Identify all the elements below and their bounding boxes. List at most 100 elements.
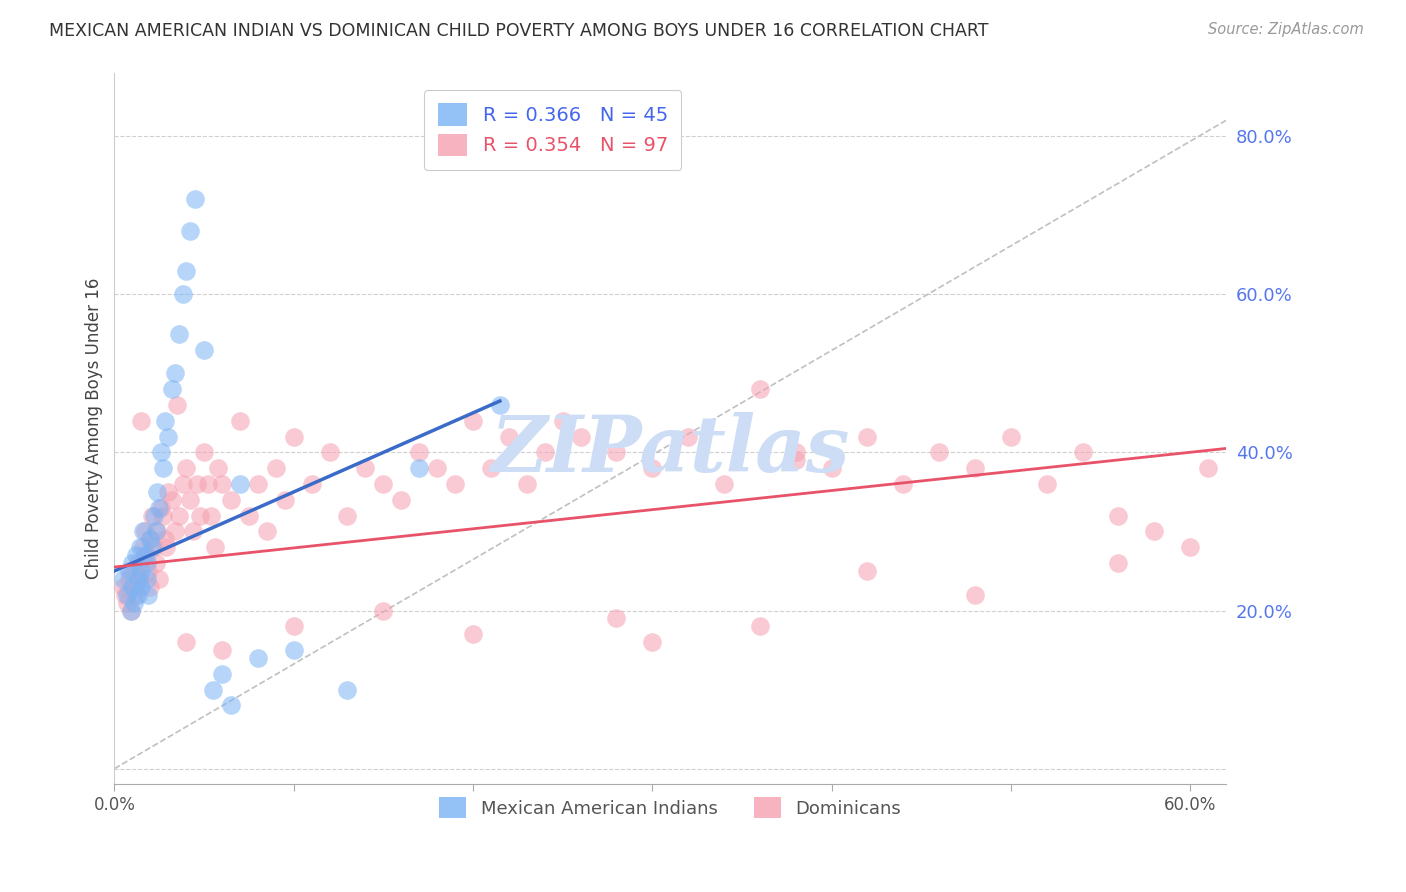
Point [963,461,986,475]
Point [127,572,149,586]
Point [131,414,153,428]
Point [200,508,222,523]
Point [516,477,538,491]
Point [157,485,180,500]
Point [856,564,879,578]
Point [336,682,359,697]
Point [138,588,160,602]
Point [444,477,467,491]
Point [264,461,287,475]
Point [204,541,226,555]
Point [246,477,269,491]
Point [148,500,170,515]
Point [172,477,194,491]
Point [135,556,157,570]
Text: MEXICAN AMERICAN INDIAN VS DOMINICAN CHILD POVERTY AMONG BOYS UNDER 16 CORRELATI: MEXICAN AMERICAN INDIAN VS DOMINICAN CHI… [49,22,988,40]
Point [928,445,950,459]
Point [820,461,842,475]
Point [121,580,143,594]
Point [408,445,430,459]
Point [461,627,484,641]
Point [479,461,502,475]
Point [134,548,156,562]
Point [152,508,174,523]
Point [354,461,377,475]
Point [141,508,163,523]
Point [118,564,141,578]
Point [551,414,574,428]
Point [112,580,135,594]
Point [114,588,136,602]
Point [174,263,197,277]
Y-axis label: Child Poverty Among Boys Under 16: Child Poverty Among Boys Under 16 [86,278,103,580]
Point [246,651,269,665]
Point [134,524,156,539]
Point [146,524,169,539]
Point [1178,541,1201,555]
Point [605,611,627,625]
Point [138,564,160,578]
Point [118,572,141,586]
Point [174,461,197,475]
Point [605,445,627,459]
Point [676,429,699,443]
Point [160,492,183,507]
Point [211,643,233,657]
Point [785,445,807,459]
Point [498,429,520,443]
Point [150,445,173,459]
Point [193,445,215,459]
Point [283,429,305,443]
Point [174,635,197,649]
Point [142,541,165,555]
Point [283,643,305,657]
Point [115,588,138,602]
Point [167,326,190,341]
Point [148,572,170,586]
Point [1197,461,1219,475]
Point [713,477,735,491]
Point [336,508,359,523]
Point [211,666,233,681]
Point [533,445,555,459]
Point [641,635,664,649]
Point [408,461,430,475]
Point [274,492,297,507]
Point [145,556,167,570]
Point [211,477,233,491]
Point [121,564,143,578]
Point [389,492,412,507]
Point [160,382,183,396]
Point [219,698,242,713]
Point [127,556,149,570]
Point [141,541,163,555]
Point [1143,524,1166,539]
Point [193,343,215,357]
Point [155,541,177,555]
Point [373,603,395,617]
Point [139,533,162,547]
Point [128,572,150,586]
Point [135,548,157,562]
Point [120,603,142,617]
Point [489,398,512,412]
Point [202,682,225,697]
Point [891,477,914,491]
Point [146,485,169,500]
Point [1000,429,1022,443]
Point [153,414,176,428]
Point [121,556,143,570]
Point [122,580,145,594]
Point [748,382,770,396]
Point [165,367,187,381]
Point [153,533,176,547]
Point [219,492,242,507]
Point [256,524,278,539]
Point [181,524,204,539]
Point [1071,445,1094,459]
Point [112,572,135,586]
Text: Source: ZipAtlas.com: Source: ZipAtlas.com [1208,22,1364,37]
Point [125,588,148,602]
Point [197,477,219,491]
Point [166,398,188,412]
